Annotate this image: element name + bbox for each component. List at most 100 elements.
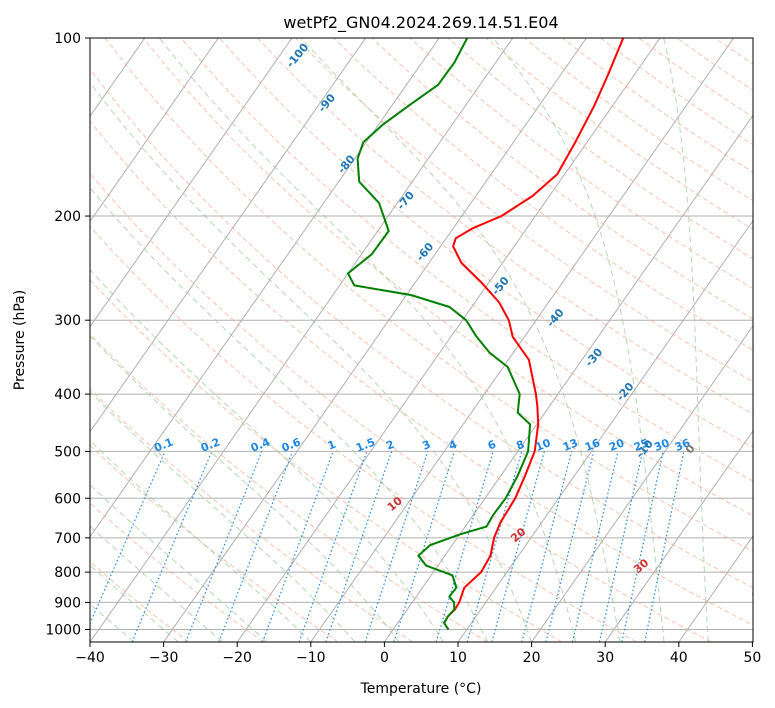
- mixing-ratio-label: 1: [326, 438, 338, 453]
- dry-adiabat-line: [104, 38, 753, 552]
- dry-adiabat-line: [90, 333, 488, 642]
- moist-adiabat-line: [90, 440, 312, 642]
- dry-adiabat-line: [333, 38, 753, 351]
- mixing-ratio-line: [521, 451, 573, 642]
- dry-adiabat-line: [90, 561, 190, 642]
- moist-adiabat-label: -90: [315, 91, 338, 115]
- isotherm-line: [163, 38, 587, 642]
- mixing-ratio-label: 3: [421, 438, 433, 453]
- dry-adiabat-line: [257, 38, 753, 415]
- x-tick-label: −40: [75, 650, 105, 666]
- y-tick-label: 300: [54, 313, 81, 329]
- moist-adiabat-line: [90, 484, 267, 642]
- chart-title: wetPf2_GN04.2024.269.14.51.E04: [283, 13, 558, 33]
- mixing-ratio-label: 0.1: [152, 435, 175, 454]
- isotherm-line: [751, 640, 753, 642]
- y-tick-label: 100: [54, 31, 81, 47]
- mixing-ratio-label: 6: [486, 438, 498, 453]
- mixing-ratio-line: [131, 451, 213, 642]
- dry-adiabat-line: [90, 172, 712, 642]
- y-tick-label: 800: [54, 565, 81, 581]
- mixing-ratio-line: [90, 451, 166, 625]
- moist-adiabat-line: [158, 38, 577, 642]
- dry-adiabat-line: [142, 38, 753, 517]
- dry-adiabat-line: [295, 38, 753, 383]
- moist-adiabat-line: [90, 335, 400, 642]
- axes: −40 −30 −20 −10 0 10 20 30 40 5010020030040050060…: [45, 31, 761, 666]
- mixing-ratio-line: [435, 451, 494, 642]
- isotherm-line: [90, 38, 514, 642]
- mixing-ratio-label: 30: [652, 436, 671, 454]
- x-tick-label: 50: [743, 650, 761, 666]
- isotherm-line: [457, 219, 753, 642]
- moist-adiabat-line: [90, 525, 223, 642]
- mixing-ratio-line: [325, 451, 393, 642]
- adiabat-labels: 0.1 0.2 0.4 0.6 1 1.5 2 3 4 6 8 10 13 16 20 25 30 3610203…: [152, 41, 768, 604]
- dry-adiabat-line: [409, 38, 753, 290]
- grid: [0, 38, 753, 642]
- x-tick-label: 40: [670, 650, 688, 666]
- x-tick-label: −30: [149, 650, 179, 666]
- mixing-ratio-label: 8: [514, 438, 526, 453]
- dry-adiabat-line: [90, 279, 563, 642]
- dry-adiabat-line: [638, 38, 753, 118]
- y-tick-label: 900: [54, 595, 81, 611]
- mixing-ratio-label: 20: [607, 436, 626, 454]
- moist-adiabat-line: [492, 38, 665, 642]
- moist-adiabat-line: [90, 391, 356, 642]
- mixing-ratio-label: 10: [534, 436, 553, 454]
- dry-adiabat-line: [447, 38, 753, 260]
- dry-adiabat-line: [90, 502, 264, 642]
- moist-adiabat-label: -80: [335, 152, 358, 176]
- x-tick-label: 0: [380, 650, 389, 666]
- mixing-ratio-label: 36: [673, 436, 692, 454]
- isotherm-line: [90, 38, 440, 538]
- mixing-ratio-line: [545, 451, 595, 642]
- isotherm-line: [678, 535, 753, 642]
- mixing-ratio-label: 4: [447, 438, 459, 453]
- y-axis-label: Pressure (hPa): [12, 290, 28, 390]
- isotherm-line: [604, 429, 753, 642]
- moist-adiabat-line: [663, 38, 709, 642]
- dry-adiabat-line: [90, 120, 753, 626]
- isotherm-line: [90, 38, 219, 223]
- dry-adiabat-line: [90, 68, 753, 589]
- mixing-ratio-line: [393, 451, 455, 642]
- x-tick-label: −10: [296, 650, 326, 666]
- dry-adiabat-line: [90, 225, 637, 642]
- isotherm-line: [310, 38, 735, 642]
- moist-adiabat-line: [300, 38, 621, 642]
- dry-adiabat-line: [485, 38, 753, 230]
- mixing-ratio-line: [598, 451, 644, 642]
- isotherm-line: [90, 38, 367, 433]
- x-tick-label: 20: [523, 650, 541, 666]
- dry-adiabat-line: [90, 388, 413, 642]
- dry-adiabat-line: [714, 38, 753, 65]
- isotherm-line: [0, 38, 71, 642]
- y-tick-label: 200: [54, 209, 81, 225]
- y-tick-label: 500: [54, 444, 81, 460]
- moist-adiabat-line: [90, 269, 444, 642]
- dry-adiabat-line: [371, 38, 753, 320]
- dry-adiabat-label: 40: [748, 584, 768, 604]
- x-tick-label: 30: [596, 650, 614, 666]
- isotherm-line: [531, 324, 753, 642]
- mixing-ratio-line: [621, 451, 664, 642]
- mixing-ratio-label: 0.2: [199, 435, 222, 454]
- mixing-ratio-line: [644, 451, 685, 642]
- moist-adiabat-line: [90, 564, 179, 642]
- mixing-ratio-line: [571, 451, 619, 642]
- dry-adiabat-label: 20: [508, 525, 528, 545]
- dry-adiabat-label: 30: [631, 556, 651, 576]
- y-tick-label: 600: [54, 491, 81, 507]
- x-tick-label: 10: [449, 650, 467, 666]
- dry-adiabat-line: [676, 38, 753, 91]
- moist-adiabat-label: -60: [414, 240, 437, 264]
- mixing-ratio-label: 25: [632, 436, 651, 454]
- dewpoint-profile-line: [347, 38, 532, 631]
- moist-adiabat-line: [90, 187, 488, 642]
- mixing-ratio-label: 2: [384, 438, 396, 453]
- x-axis-label: Temperature (°C): [360, 681, 482, 697]
- moist-adiabat-label: -70: [394, 189, 417, 213]
